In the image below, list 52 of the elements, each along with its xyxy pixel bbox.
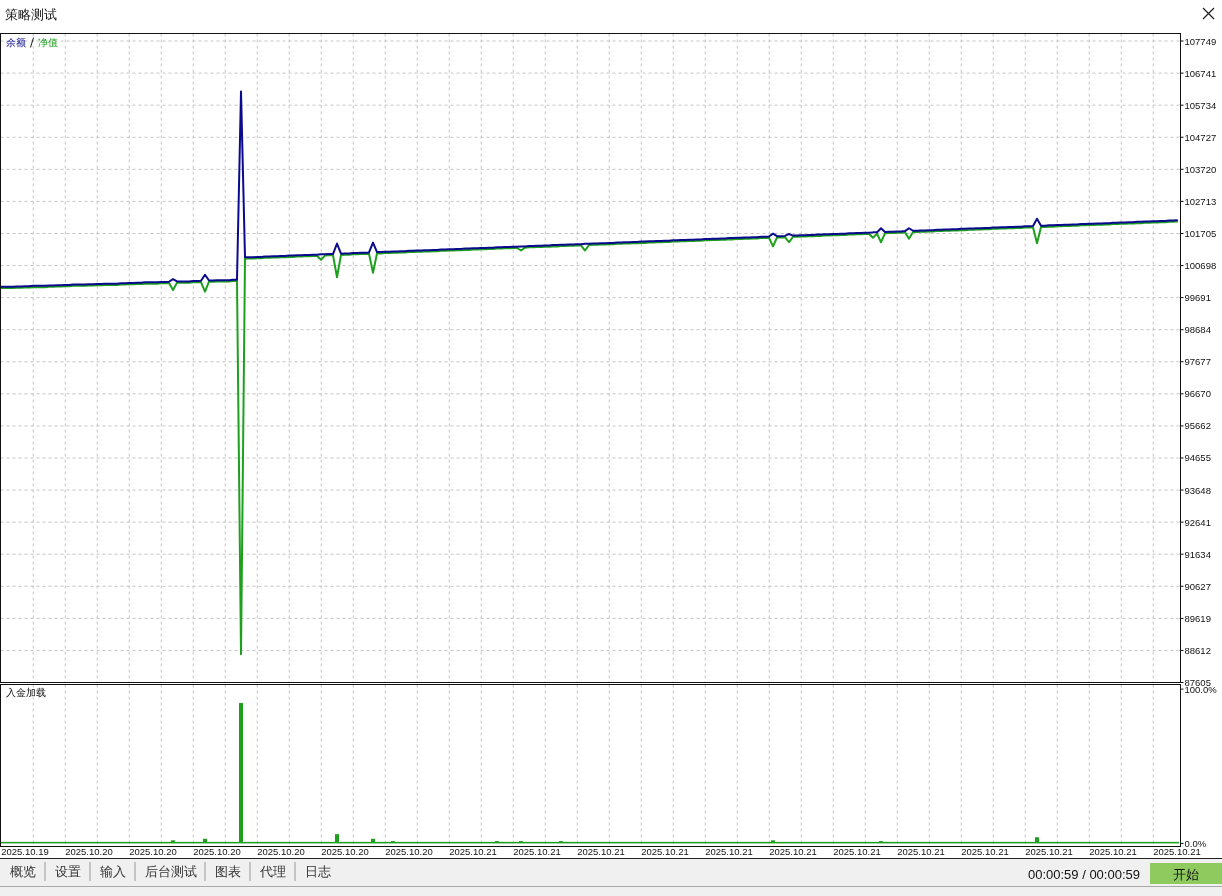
y-tick-label: 100698 (1184, 260, 1217, 272)
text: 后台测试 (145, 863, 197, 879)
text: 余额 (5, 37, 26, 48)
y-tick-label: 102713 (1184, 195, 1217, 207)
y-tick-label: 106741 (1184, 67, 1217, 79)
x-tick-label: 2025.10.21 (641, 845, 689, 857)
y-tick-label: 90627 (1184, 580, 1211, 592)
x-tick-label: 2025.10.20 (129, 845, 177, 857)
x-tick-label: 2025.10.21 (961, 845, 1009, 857)
y-tick-label: 107749 (1184, 35, 1217, 47)
x-tick-label: 2025.10.21 (897, 845, 945, 857)
x-tick-label: 2025.10.21 (1089, 845, 1137, 857)
y-tick-label: 95662 (1184, 420, 1211, 432)
y-tick-label: 93648 (1184, 484, 1211, 496)
text: 设置 (55, 863, 81, 879)
chart-title: 策略测试 (5, 6, 57, 22)
text: 日志 (305, 863, 331, 879)
x-tick-label: 2025.10.21 (769, 845, 817, 857)
x-tick-label: 2025.10.20 (385, 845, 433, 857)
y-tick-label: 101705 (1184, 227, 1217, 239)
x-tick-label: 2025.10.20 (321, 845, 369, 857)
text: 图表 (215, 863, 241, 879)
x-tick-label: 2025.10.21 (513, 845, 561, 857)
x-tick-label: 2025.10.20 (257, 845, 305, 857)
y-tick-label: 105734 (1184, 99, 1217, 111)
x-tick-label: 2025.10.21 (577, 845, 625, 857)
y-tick-label: 96670 (1184, 388, 1211, 400)
text: 净值 (37, 37, 58, 48)
y-tick-label: 89619 (1184, 612, 1211, 624)
x-tick-label: 2025.10.21 (449, 845, 497, 857)
chart-title: 入金加载 (5, 687, 46, 698)
x-tick-label: 2025.10.21 (705, 845, 753, 857)
x-tick-label: 2025.10.20 (193, 845, 241, 857)
y-tick-label: 87605 (1184, 677, 1211, 688)
y-tick-label: 97677 (1184, 356, 1211, 368)
x-tick-label: 2025.10.19 (1, 845, 49, 857)
y-tick-label: 99691 (1184, 292, 1211, 304)
text: 00:00:59 / 00:00:59 (1027, 866, 1140, 882)
text: 概览 (10, 863, 36, 879)
y-tick-label: 91634 (1184, 548, 1211, 560)
x-tick-label: 2025.10.20 (65, 845, 113, 857)
y-tick-label: 103720 (1184, 163, 1217, 175)
text: 输入 (100, 863, 126, 879)
y-tick-label: 94655 (1184, 452, 1211, 464)
y-tick-label: 104727 (1184, 131, 1217, 143)
y-tick-label: 92641 (1184, 516, 1211, 528)
text: 代理 (259, 863, 286, 879)
x-tick-label: 2025.10.21 (1025, 845, 1073, 857)
y-tick-label: 88612 (1184, 644, 1211, 656)
y-tick-label: 98684 (1184, 324, 1211, 336)
text: 开始 (1173, 866, 1199, 882)
x-tick-label: 2025.10.21 (833, 845, 881, 857)
